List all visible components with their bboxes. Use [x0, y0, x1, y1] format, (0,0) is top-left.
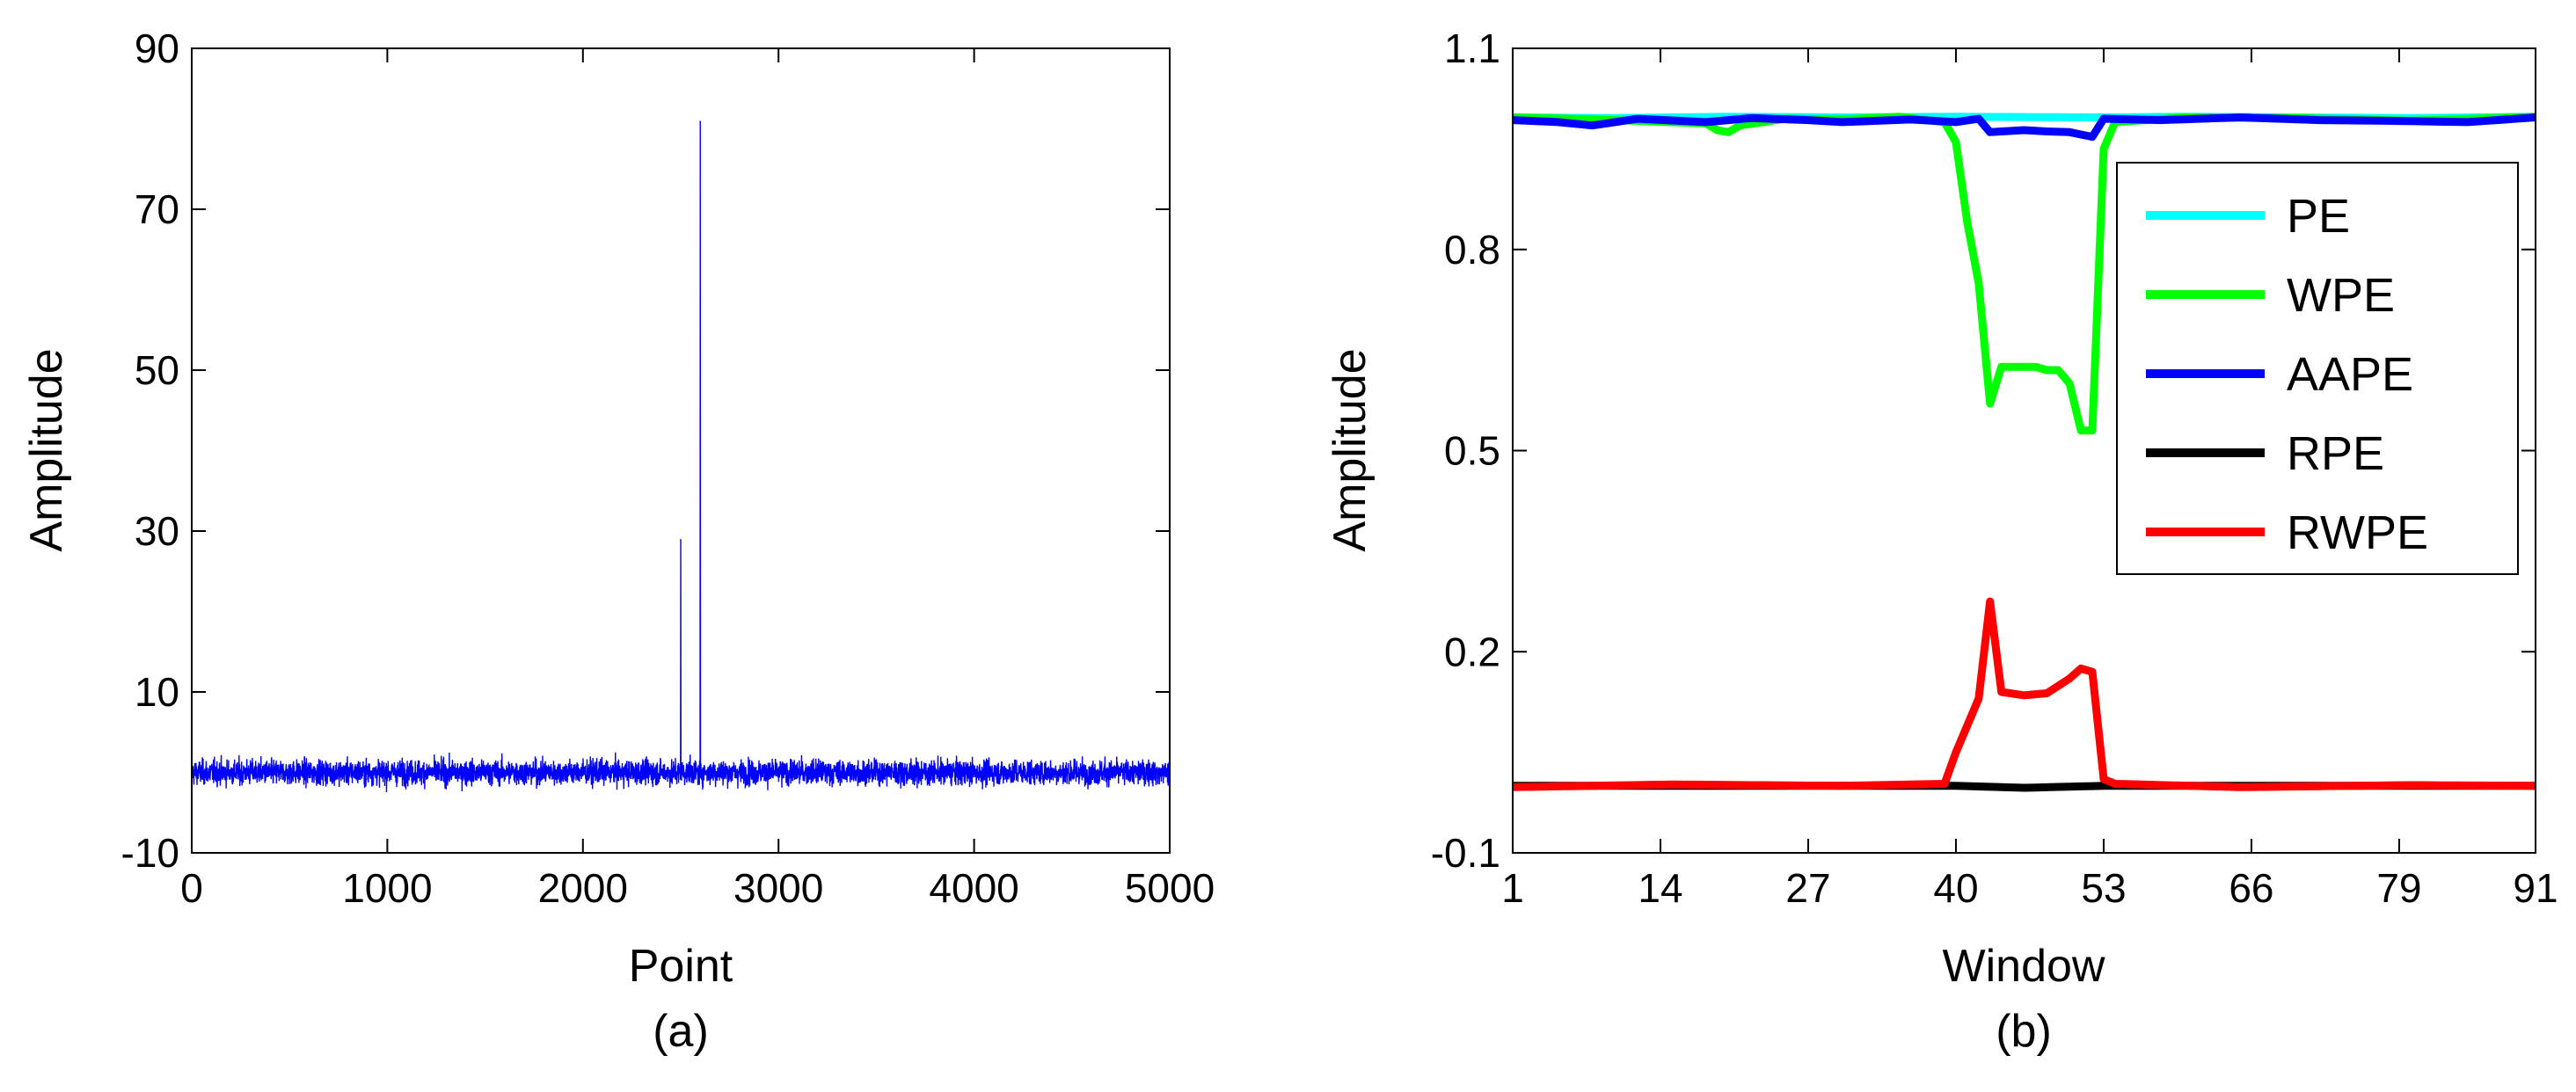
x-tick-label: 3000: [733, 865, 823, 911]
y-axis-label-a: Amplitude: [21, 348, 72, 551]
x-tick-label: 4000: [929, 865, 1018, 911]
signal-line: [191, 120, 1171, 793]
x-tick-label: 1: [1501, 865, 1524, 911]
x-axis-label-b: Window: [1943, 941, 2105, 992]
y-tick-label: -0.1: [1431, 830, 1500, 876]
a-data-layer: [191, 120, 1171, 793]
x-tick-label: 1000: [342, 865, 432, 911]
series-line-aape: [1512, 113, 2536, 142]
x-tick-label: 0: [180, 865, 203, 911]
legend-label-rwpe: RWPE: [2287, 506, 2428, 559]
legend-label-aape: AAPE: [2287, 348, 2413, 401]
y-tick-label: 0.2: [1444, 629, 1500, 674]
x-tick-label: 2000: [538, 865, 628, 911]
y-tick-label: 0.8: [1444, 227, 1500, 273]
legend: PE WPE AAPE RPE RWPE: [2116, 162, 2519, 575]
y-tick-label: 1.1: [1444, 25, 1500, 71]
y-tick-label: 90: [135, 25, 179, 71]
plot-frame-a: [191, 47, 1171, 854]
x-tick-label: 79: [2376, 865, 2421, 911]
x-tick-label: 91: [2513, 865, 2558, 911]
x-tick-label: 66: [2229, 865, 2273, 911]
legend-label-wpe: WPE: [2287, 269, 2395, 322]
caption-b: (b): [1996, 1006, 2052, 1057]
legend-label-rpe: RPE: [2287, 427, 2384, 480]
legend-items: PE WPE AAPE RPE RWPE: [2146, 190, 2428, 559]
a-ticks: 0 1000 2000 3000 4000 5000 -10 10 30 50 70 90: [121, 25, 1215, 911]
legend-label-pe: PE: [2287, 190, 2350, 243]
y-axis-label-b: Amplitude: [1324, 348, 1376, 551]
y-tick-label: -10: [121, 830, 179, 876]
b-ticks: 1 14 27 40 53 66 79 91 -0.1 0.2 0.5 0.8 1.1: [1431, 25, 2558, 911]
y-tick-label: 70: [135, 186, 179, 232]
series-line-rwpe: [1512, 597, 2536, 791]
x-tick-label: 40: [1933, 865, 1978, 911]
y-tick-label: 30: [135, 508, 179, 554]
x-tick-label: 14: [1638, 865, 1682, 911]
y-tick-label: 0.5: [1444, 428, 1500, 474]
b-data-layer: [1512, 113, 2536, 792]
legend-box: [2116, 162, 2519, 575]
chart-a: 0 1000 2000 3000 4000 5000 -10 10 30 50 70 90 Point…: [21, 25, 1215, 1057]
y-tick-label: 50: [135, 347, 179, 393]
caption-a: (a): [653, 1006, 709, 1057]
x-tick-label: 5000: [1125, 865, 1215, 911]
y-tick-label: 10: [135, 669, 179, 715]
chart-b: 1 14 27 40 53 66 79 91 -0.1 0.2 0.5 0.8 1.1 Window A…: [1324, 25, 2558, 1057]
x-tick-label: 27: [1785, 865, 1830, 911]
x-tick-label: 53: [2081, 865, 2126, 911]
x-axis-label-a: Point: [629, 941, 733, 992]
